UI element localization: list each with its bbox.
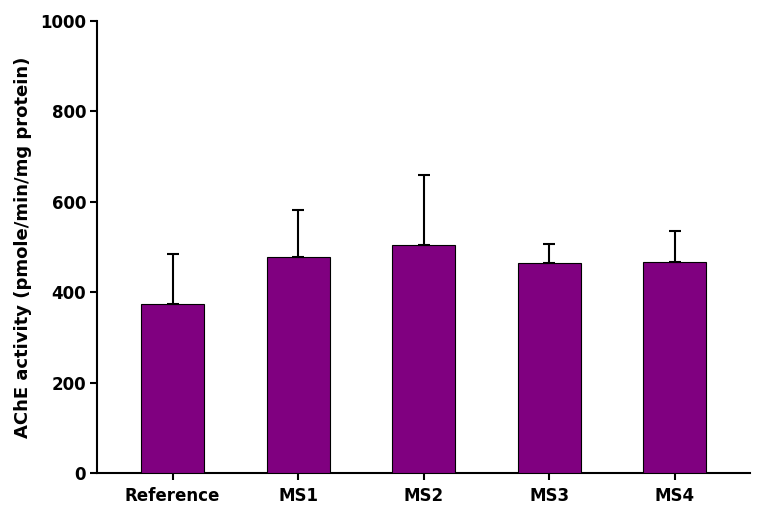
Bar — [643, 262, 706, 473]
Bar — [393, 245, 455, 473]
Bar — [141, 304, 204, 473]
Y-axis label: AChE activity (pmole/min/mg protein): AChE activity (pmole/min/mg protein) — [14, 57, 32, 438]
Bar — [518, 263, 581, 473]
Bar — [267, 257, 329, 473]
